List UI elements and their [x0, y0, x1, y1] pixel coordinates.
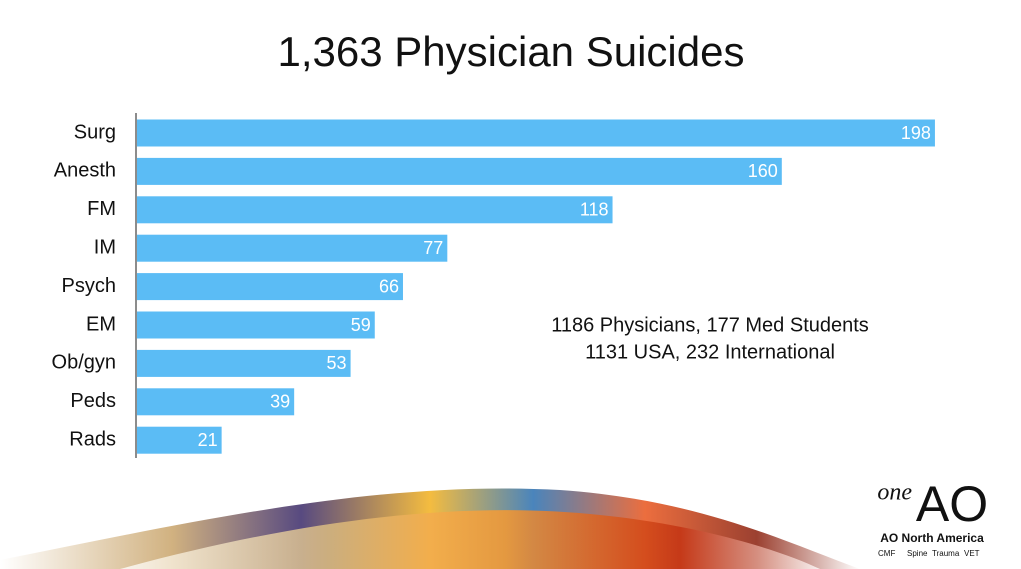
logo-division: Trauma: [932, 549, 960, 558]
bar: [137, 273, 403, 301]
value-label: 59: [351, 315, 371, 335]
y-tick-label: Psych: [62, 275, 116, 297]
y-tick-label: EM: [86, 313, 116, 335]
bar: [137, 349, 351, 377]
bar: [137, 234, 448, 262]
y-tick-label: FM: [87, 198, 116, 220]
value-label: 160: [748, 161, 778, 181]
y-tick-label: Anesth: [54, 160, 116, 182]
value-label: 21: [198, 430, 218, 450]
value-label: 53: [327, 353, 347, 373]
value-label: 66: [379, 276, 399, 296]
bar: [137, 426, 222, 454]
logo-division: Spine: [907, 549, 928, 558]
logo-division: CMF: [878, 549, 895, 558]
logo-division: VET: [964, 549, 980, 558]
annotation: 1131 USA, 232 International: [585, 341, 835, 363]
bar: [137, 311, 375, 339]
annotation: 1186 Physicians, 177 Med Students: [551, 314, 869, 336]
y-tick-label: IM: [94, 236, 116, 258]
value-label: 118: [580, 200, 609, 220]
bar: [137, 388, 295, 416]
logo-mark: AO: [916, 476, 988, 532]
bar: [137, 119, 935, 147]
value-label: 198: [901, 123, 931, 143]
bar: [137, 196, 613, 224]
y-tick-label: Peds: [70, 390, 116, 412]
value-label: 39: [270, 392, 290, 412]
logo-name: AO North America: [880, 531, 984, 545]
logo-prefix: one: [877, 480, 912, 506]
y-tick-label: Surg: [74, 121, 116, 143]
y-tick-label: Rads: [69, 428, 116, 450]
y-tick-label: Ob/gyn: [52, 352, 116, 374]
chart-title: 1,363 Physician Suicides: [278, 28, 745, 75]
decor-swirl: [120, 510, 820, 569]
bar: [137, 157, 782, 185]
value-label: 77: [423, 238, 443, 258]
